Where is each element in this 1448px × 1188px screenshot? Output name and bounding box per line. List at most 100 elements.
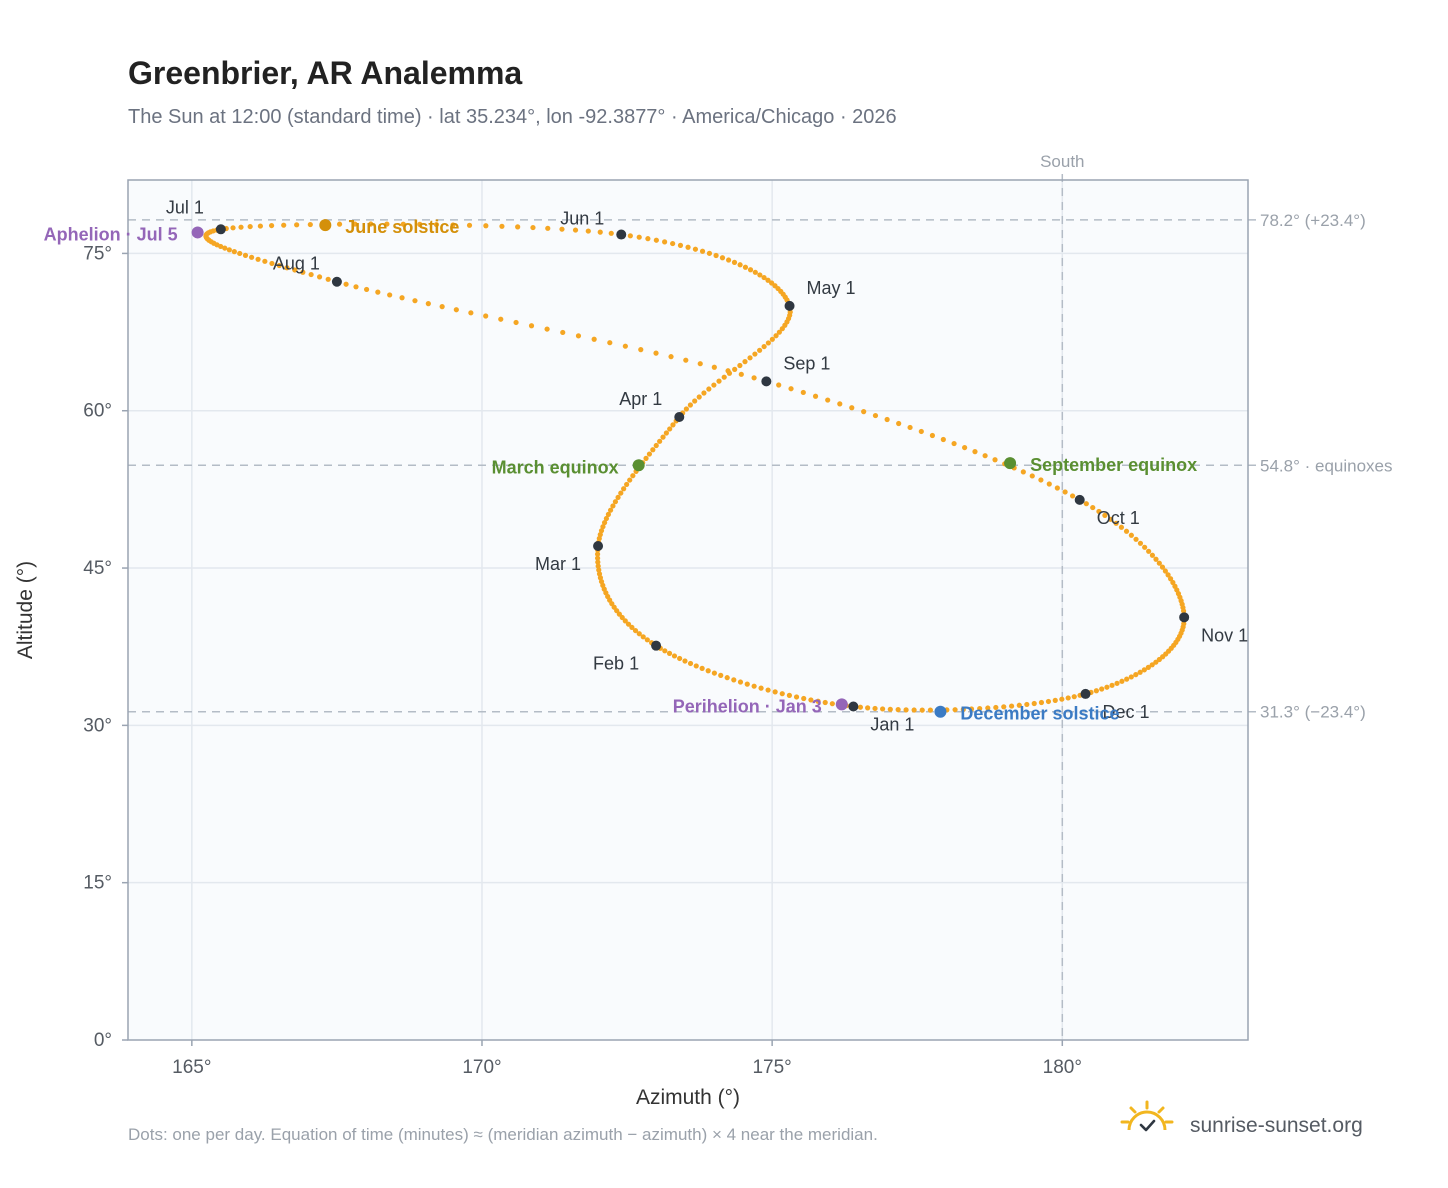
- daily-dot: [294, 222, 300, 228]
- chart-title: Greenbrier, AR Analemma: [128, 55, 522, 91]
- daily-dot: [697, 361, 703, 367]
- daily-dot: [1099, 686, 1105, 692]
- daily-dot: [237, 250, 243, 257]
- daily-dot: [560, 329, 566, 336]
- daily-dot: [281, 222, 287, 228]
- daily-dot: [732, 366, 738, 372]
- daily-dot: [545, 225, 551, 231]
- daily-dot: [1052, 697, 1058, 703]
- daily-dot: [653, 442, 659, 449]
- daily-dot: [725, 368, 731, 374]
- x-axis-label: Azimuth (°): [636, 1086, 740, 1109]
- daily-dot: [375, 289, 381, 295]
- daily-dot: [269, 260, 275, 267]
- daily-dot: [1113, 520, 1119, 526]
- daily-dot: [262, 258, 268, 264]
- event-marker: [319, 219, 332, 232]
- event-marker: [934, 705, 947, 718]
- daily-dot: [757, 347, 763, 353]
- daily-dot: [1065, 695, 1071, 701]
- daily-dot: [653, 350, 659, 356]
- sun-logo-icon: [1120, 1100, 1174, 1132]
- daily-dot: [711, 670, 717, 676]
- month-label: Aug 1: [273, 254, 320, 274]
- plot-frame: [127, 179, 1249, 1041]
- daily-dot: [696, 394, 702, 400]
- daily-dot: [618, 490, 624, 496]
- daily-dot: [982, 453, 988, 459]
- daily-dot: [595, 555, 601, 561]
- daily-dot: [1045, 698, 1052, 705]
- daily-dot: [530, 224, 536, 231]
- daily-dot: [747, 355, 753, 361]
- daily-dot: [601, 520, 608, 526]
- daily-dot: [1059, 696, 1065, 702]
- daily-dot: [615, 494, 621, 501]
- daily-dot: [699, 248, 706, 254]
- axis-ticks: 165° 170° 175° 180° 0° 15° 30° 45° 60° 75°: [83, 243, 1082, 1078]
- daily-dot: [608, 230, 614, 236]
- daily-dot: [453, 307, 459, 313]
- daily-dot: [622, 618, 628, 624]
- daily-dot: [815, 698, 821, 704]
- daily-dot: [387, 292, 393, 298]
- daily-dot: [773, 333, 779, 339]
- daily-dot: [1102, 512, 1108, 518]
- daily-dot: [744, 681, 750, 687]
- daily-dot: [1062, 489, 1068, 495]
- daily-dot: [951, 440, 957, 447]
- daily-dot: [769, 336, 775, 342]
- daily-dot: [645, 236, 651, 242]
- daily-dot: [644, 637, 650, 643]
- daily-dot: [726, 257, 732, 263]
- daily-dot: [230, 225, 236, 231]
- daily-dot: [1038, 477, 1044, 483]
- daily-dot: [640, 634, 646, 640]
- daily-dot: [1128, 674, 1134, 680]
- daily-dot: [929, 432, 936, 439]
- grid-lines: [128, 180, 1248, 1040]
- month-label: Nov 1: [1201, 625, 1248, 645]
- daily-dot: [1119, 678, 1125, 684]
- month-label: Mar 1: [535, 554, 581, 574]
- daily-dot: [607, 340, 613, 346]
- daily-dot: [621, 486, 627, 492]
- daily-dot: [439, 304, 445, 310]
- plot-background: [128, 180, 1248, 1040]
- daily-dot: [993, 704, 999, 711]
- daily-dot: [721, 374, 727, 380]
- event-marker: [632, 459, 645, 472]
- y-axis-label: Altitude (°): [14, 561, 37, 659]
- daily-dot: [597, 229, 603, 235]
- daily-dot: [1124, 676, 1130, 682]
- daily-dot: [1096, 508, 1102, 515]
- daily-dot: [752, 351, 758, 357]
- daily-dot: [761, 274, 767, 281]
- daily-dot: [575, 333, 582, 339]
- daily-dot: [1001, 704, 1007, 710]
- daily-dot: [343, 281, 349, 287]
- x-tick-label: 175°: [752, 1057, 791, 1078]
- daily-dot: [249, 254, 255, 260]
- daily-dot: [292, 267, 298, 273]
- daily-dot: [1137, 540, 1144, 546]
- daily-dot: [765, 687, 771, 693]
- daily-dot: [630, 473, 636, 479]
- daily-dot: [829, 701, 835, 707]
- daily-dot: [677, 655, 683, 662]
- daily-dot: [718, 672, 724, 678]
- daily-dot: [801, 695, 807, 702]
- daily-dot: [325, 276, 331, 282]
- daily-dot: [625, 621, 632, 627]
- daily-dot: [1071, 694, 1077, 700]
- daily-dot: [1133, 672, 1139, 678]
- event-label: December solstice: [960, 704, 1119, 724]
- daily-dot: [595, 563, 601, 569]
- daily-dot: [822, 699, 828, 706]
- daily-dot: [1020, 469, 1026, 475]
- daily-dot: [572, 227, 579, 233]
- daily-dot: [662, 648, 668, 654]
- daily-dot: [657, 438, 663, 444]
- daily-dot: [450, 222, 456, 228]
